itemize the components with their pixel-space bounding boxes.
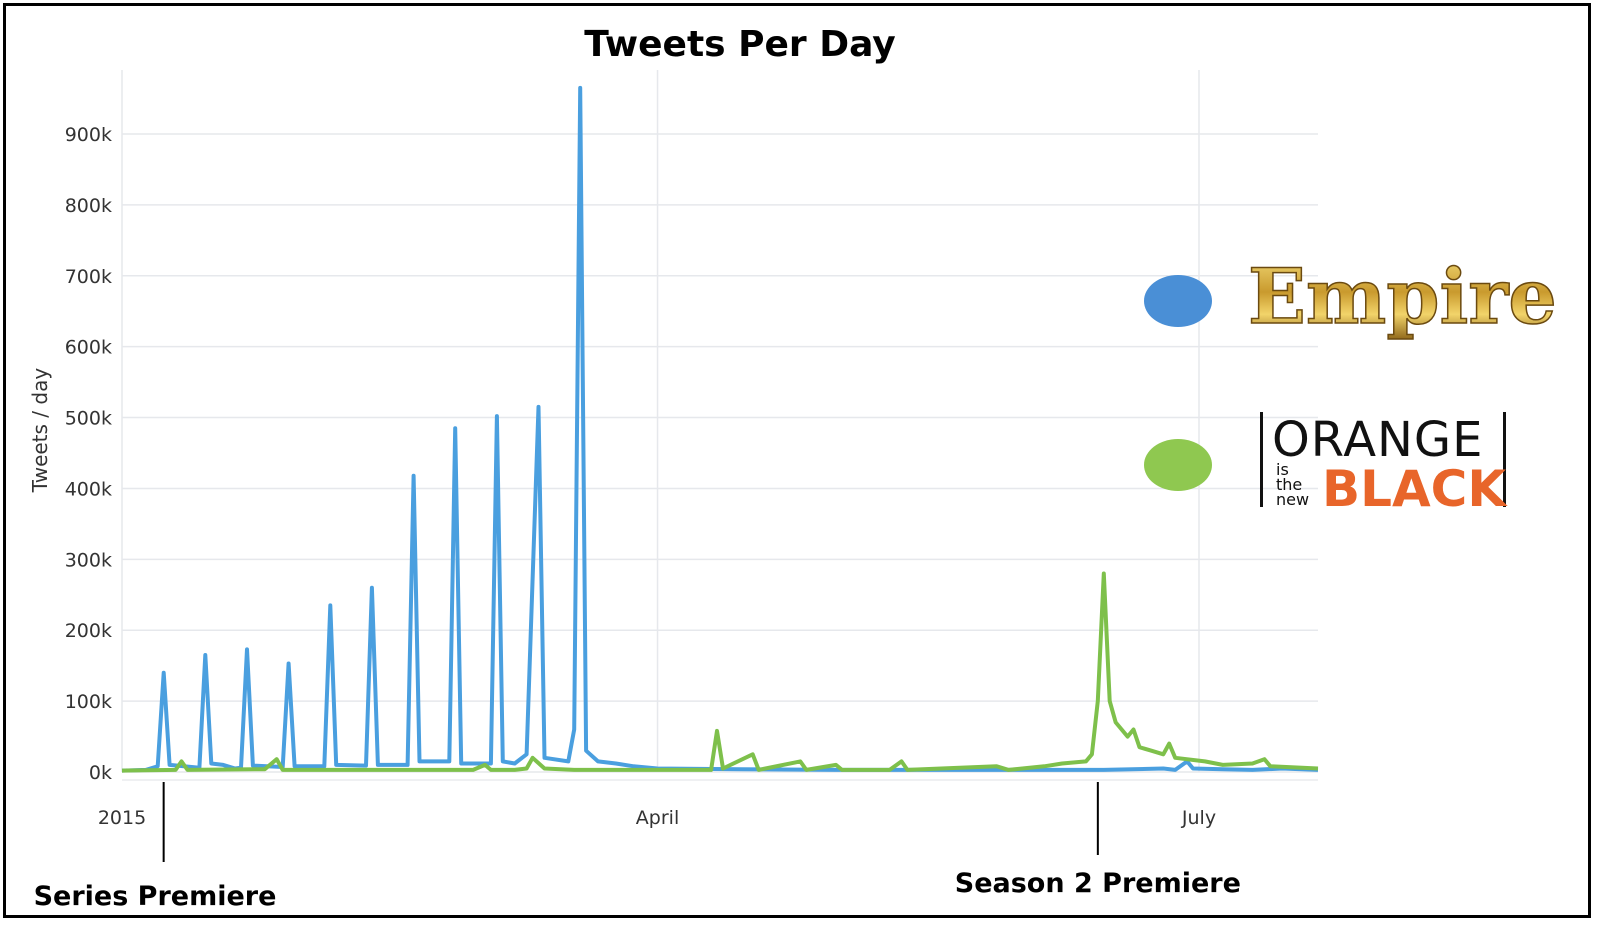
y-tick-label: 600k [65,337,112,359]
oitnb-logo: ORANGE is the new BLACK [1260,412,1508,518]
oitnb-logo-new: new [1276,490,1309,509]
y-axis-label: Tweets / day [28,368,52,494]
x-tick-label: April [636,807,679,829]
y-axis: 0k 100k 200k 300k 400k 500k 600k 700k 800k 900k [65,124,112,784]
chart-title: Tweets Per Day [584,24,895,65]
x-tick-label: 2015 [98,807,146,829]
empire-legend-marker [1144,275,1212,327]
oitnb-logo-the: the [1276,475,1302,494]
y-tick-label: 700k [65,266,112,288]
y-tick-label: 0k [89,762,112,784]
annotation-label: Season 2 Premiere [955,868,1241,899]
series-line-1 [121,571,1319,773]
empire-logo: Empire [1248,252,1557,341]
series-lines [121,85,1319,773]
y-tick-label: 500k [65,408,112,430]
annotation-label: Series Premiere [34,881,277,912]
x-axis: 2015 April July [98,779,1318,829]
oitnb-legend-marker [1144,439,1212,491]
annotations: Series Premiere Season 2 Premiere [34,782,1241,912]
y-tick-label: 300k [65,549,112,571]
y-tick-label: 100k [65,691,112,713]
oitnb-logo-orange: ORANGE [1272,412,1483,468]
oitnb-logo-black: BLACK [1322,460,1508,518]
x-tick-label: July [1181,807,1216,829]
legend: Empire ORANGE is the new BLACK [1144,251,1558,518]
series-line-0 [121,85,1319,773]
y-tick-label: 800k [65,195,112,217]
oitnb-logo-is: is [1276,460,1289,479]
y-tick-label: 900k [65,124,112,146]
grid [121,70,1318,773]
y-tick-label: 400k [65,478,112,500]
chart-frame [3,3,1591,918]
y-tick-label: 200k [65,620,112,642]
